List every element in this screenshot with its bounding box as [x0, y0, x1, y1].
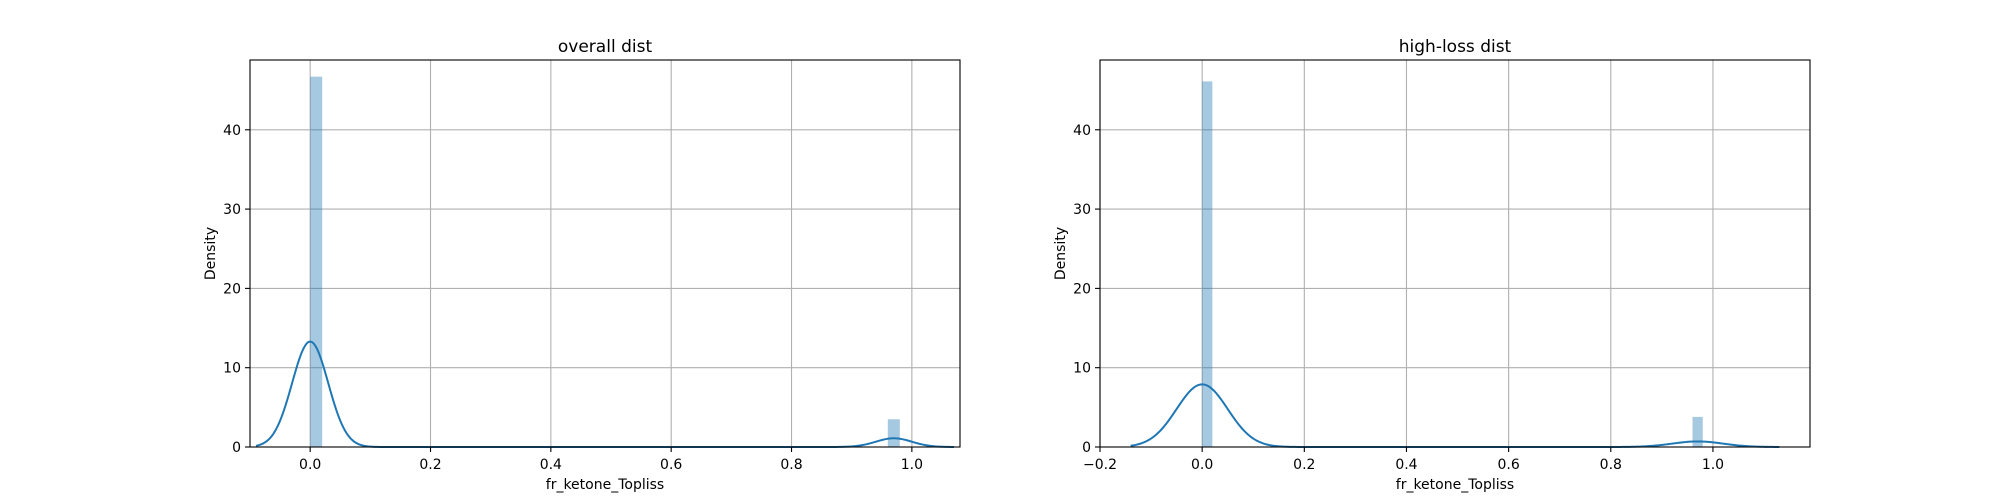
x-tick-label: −0.2 [1083, 457, 1117, 473]
y-tick-label: 0 [232, 440, 241, 456]
histogram-bar [887, 419, 900, 447]
y-tick-label: 30 [223, 202, 241, 218]
x-tick-label: 0.4 [540, 457, 562, 473]
x-tick-label: 0.6 [1498, 457, 1520, 473]
y-tick-label: 10 [223, 361, 241, 377]
y-tick-label: 20 [1073, 281, 1091, 297]
histogram-bar [1692, 416, 1703, 447]
chart-title: overall dist [558, 37, 653, 57]
y-axis-label: Density [1053, 227, 1069, 280]
x-tick-label: 0.4 [1395, 457, 1417, 473]
x-tick-label: 0.8 [780, 457, 802, 473]
y-tick-label: 0 [1082, 440, 1091, 456]
histogram-bar [310, 76, 323, 447]
y-tick-label: 40 [223, 123, 241, 139]
x-tick-label: 1.0 [901, 457, 923, 473]
axes-frame [249, 59, 961, 448]
panel-overall-dist: 0.0 0.2 0.4 0.6 0.8 1.0 0 10 20 30 40 overall dist f… [203, 37, 961, 493]
x-axis-label: fr_ketone_Topliss [546, 477, 664, 493]
axes-frame [1099, 59, 1811, 448]
x-tick-label: 1.0 [1702, 457, 1724, 473]
y-tick-label: 40 [1073, 123, 1091, 139]
kde-curve [1130, 383, 1780, 448]
x-tick-label: 0.0 [1191, 457, 1213, 473]
x-tick-label: 0.2 [419, 457, 441, 473]
kde-curve [255, 340, 954, 448]
x-tick-label: 0.0 [299, 457, 321, 473]
y-axis-label: Density [203, 227, 219, 280]
y-tick-label: 20 [223, 281, 241, 297]
y-tick-label: 30 [1073, 202, 1091, 218]
histogram-bar [1202, 81, 1213, 447]
x-tick-label: 0.6 [660, 457, 682, 473]
x-tick-label: 0.2 [1293, 457, 1315, 473]
panel-high-loss-dist: −0.2 0.0 0.2 0.4 0.6 0.8 1.0 0 10 20 30 40 high-loss… [1053, 37, 1811, 493]
x-axis-label: fr_ketone_Topliss [1396, 477, 1514, 493]
chart-title: high-loss dist [1399, 37, 1512, 57]
x-tick-label: 0.8 [1600, 457, 1622, 473]
y-tick-label: 10 [1073, 361, 1091, 377]
